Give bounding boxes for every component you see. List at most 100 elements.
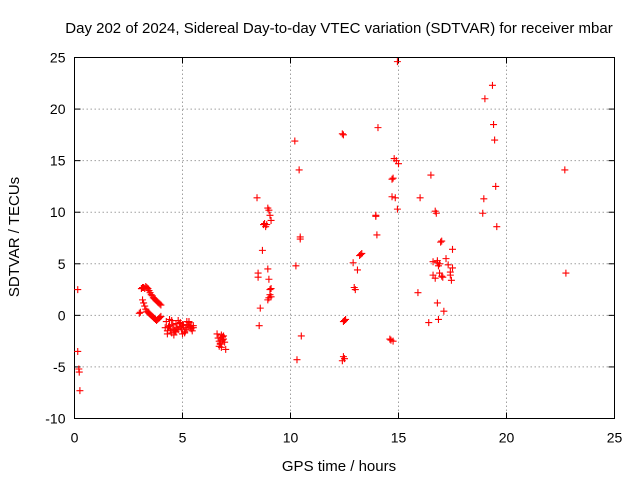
- data-point: [480, 195, 488, 203]
- data-point: [265, 275, 273, 283]
- data-point: [393, 58, 401, 66]
- data-point: [373, 231, 381, 239]
- data-point: [254, 269, 262, 277]
- data-point: [163, 330, 171, 338]
- data-point: [267, 293, 275, 301]
- data-point: [175, 320, 183, 328]
- data-point: [264, 265, 272, 273]
- data-point: [351, 286, 359, 294]
- data-point: [433, 299, 441, 307]
- data-point: [349, 259, 357, 267]
- data-point: [292, 262, 300, 270]
- data-point: [358, 249, 366, 257]
- data-point: [488, 81, 496, 89]
- plot-frame: [74, 57, 615, 419]
- x-tick-label: 5: [179, 430, 187, 446]
- data-point: [76, 387, 84, 395]
- data-point: [492, 182, 500, 190]
- data-point: [434, 315, 442, 323]
- data-point: [222, 345, 230, 353]
- data-point: [221, 338, 229, 346]
- data-point: [341, 355, 348, 363]
- data-point: [182, 326, 190, 334]
- data-point: [391, 194, 399, 202]
- y-tick-label: 25: [50, 50, 66, 66]
- x-axis-label: GPS time / hours: [282, 458, 396, 475]
- data-point: [440, 307, 448, 315]
- y-tick-label: 10: [50, 204, 66, 220]
- data-point: [493, 223, 501, 231]
- data-point: [166, 315, 174, 323]
- x-tick-label: 15: [391, 430, 407, 446]
- data-point: [214, 334, 222, 342]
- data-point: [479, 209, 487, 217]
- x-tick-label: 20: [499, 430, 515, 446]
- data-point: [291, 137, 299, 145]
- y-tick-label: -5: [53, 359, 66, 375]
- data-point: [353, 266, 361, 274]
- data-point: [167, 326, 175, 334]
- data-point: [139, 296, 147, 304]
- data-point: [255, 322, 263, 330]
- data-point: [436, 269, 444, 277]
- data-point: [213, 330, 221, 338]
- data-point: [295, 166, 303, 174]
- data-point: [166, 322, 174, 330]
- data-point: [140, 284, 148, 292]
- y-tick-label: 0: [58, 307, 66, 323]
- data-point: [297, 332, 305, 340]
- data-point: [481, 95, 489, 103]
- data-point: [156, 313, 164, 321]
- data-point: [338, 130, 346, 138]
- chart-title: Day 202 of 2024, Sidereal Day-to-day VTE…: [65, 20, 612, 37]
- data-point: [140, 299, 148, 307]
- data-point: [216, 339, 224, 347]
- y-tick-label: 5: [58, 256, 66, 272]
- data-point: [256, 304, 264, 312]
- data-point: [296, 235, 304, 243]
- data-point: [393, 205, 401, 213]
- data-point: [425, 319, 433, 327]
- data-points: [74, 58, 570, 395]
- axis-ticks: 0 5 10 15 20 25 -10 -5 0 5 10 15 20 25: [45, 50, 622, 446]
- data-point: [258, 246, 266, 254]
- data-point: [438, 237, 446, 245]
- data-point: [437, 238, 445, 246]
- grid: [74, 57, 615, 419]
- data-point: [170, 331, 178, 339]
- data-point: [414, 289, 422, 297]
- data-point: [75, 368, 83, 376]
- data-point: [491, 136, 499, 144]
- data-point: [157, 312, 165, 320]
- data-point: [135, 309, 143, 317]
- data-point: [388, 175, 396, 183]
- data-point: [266, 211, 274, 219]
- data-point: [432, 209, 440, 217]
- data-point: [267, 285, 275, 293]
- data-point: [444, 261, 452, 269]
- data-point: [188, 327, 196, 335]
- data-point: [449, 245, 456, 253]
- data-point: [427, 171, 435, 179]
- data-point: [173, 324, 181, 332]
- data-point: [416, 194, 424, 202]
- data-point: [169, 321, 177, 329]
- data-point: [446, 268, 454, 276]
- data-point: [357, 251, 365, 259]
- data-point: [293, 356, 301, 364]
- data-point: [339, 318, 347, 326]
- data-point: [389, 337, 397, 345]
- data-point: [447, 276, 455, 284]
- data-point: [562, 269, 570, 277]
- x-tick-label: 10: [283, 430, 299, 446]
- data-point: [183, 318, 191, 326]
- data-point: [395, 160, 402, 168]
- data-point: [174, 317, 182, 325]
- data-point: [388, 193, 396, 201]
- data-point: [266, 286, 274, 294]
- data-point: [186, 323, 194, 331]
- data-point: [74, 347, 82, 355]
- data-point: [253, 194, 261, 202]
- data-point: [449, 264, 456, 272]
